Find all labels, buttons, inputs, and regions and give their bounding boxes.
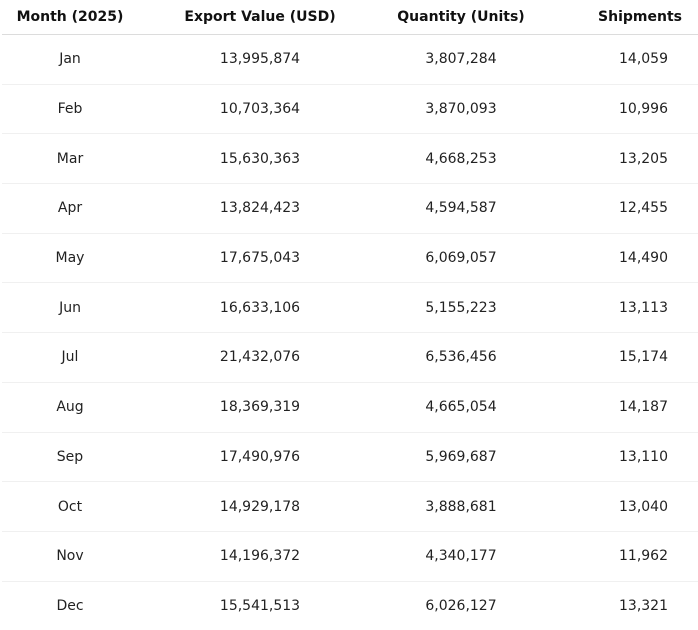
cell-quantity: 4,665,054 <box>382 382 540 432</box>
cell-shipments: 13,321 <box>540 581 698 630</box>
cell-export-value: 14,929,178 <box>138 482 382 532</box>
table-row: Oct 14,929,178 3,888,681 13,040 <box>2 482 698 532</box>
cell-month: Aug <box>2 382 138 432</box>
cell-shipments: 10,996 <box>540 84 698 134</box>
header-month: Month (2025) <box>2 0 138 35</box>
cell-quantity: 3,807,284 <box>382 35 540 85</box>
table-row: Apr 13,824,423 4,594,587 12,455 <box>2 184 698 234</box>
table-row: Jul 21,432,076 6,536,456 15,174 <box>2 333 698 383</box>
cell-month: Mar <box>2 134 138 184</box>
table-row: May 17,675,043 6,069,057 14,490 <box>2 233 698 283</box>
cell-month: Nov <box>2 531 138 581</box>
cell-shipments: 13,040 <box>540 482 698 532</box>
cell-month: Jan <box>2 35 138 85</box>
cell-export-value: 13,824,423 <box>138 184 382 234</box>
cell-month: Oct <box>2 482 138 532</box>
table-row: Jan 13,995,874 3,807,284 14,059 <box>2 35 698 85</box>
table-row: Nov 14,196,372 4,340,177 11,962 <box>2 531 698 581</box>
table-header: Month (2025) Export Value (USD) Quantity… <box>2 0 698 35</box>
cell-quantity: 6,026,127 <box>382 581 540 630</box>
table-row: Mar 15,630,363 4,668,253 13,205 <box>2 134 698 184</box>
table-row: Sep 17,490,976 5,969,687 13,110 <box>2 432 698 482</box>
cell-export-value: 13,995,874 <box>138 35 382 85</box>
cell-quantity: 6,069,057 <box>382 233 540 283</box>
header-quantity: Quantity (Units) <box>382 0 540 35</box>
table-row: Jun 16,633,106 5,155,223 13,113 <box>2 283 698 333</box>
cell-shipments: 14,490 <box>540 233 698 283</box>
cell-export-value: 21,432,076 <box>138 333 382 383</box>
cell-month: May <box>2 233 138 283</box>
cell-quantity: 3,870,093 <box>382 84 540 134</box>
table-row: Dec 15,541,513 6,026,127 13,321 <box>2 581 698 630</box>
cell-quantity: 4,668,253 <box>382 134 540 184</box>
cell-shipments: 14,187 <box>540 382 698 432</box>
header-export-value: Export Value (USD) <box>138 0 382 35</box>
cell-month: Jun <box>2 283 138 333</box>
header-row: Month (2025) Export Value (USD) Quantity… <box>2 0 698 35</box>
cell-shipments: 14,059 <box>540 35 698 85</box>
table-row: Aug 18,369,319 4,665,054 14,187 <box>2 382 698 432</box>
cell-quantity: 4,340,177 <box>382 531 540 581</box>
cell-export-value: 15,541,513 <box>138 581 382 630</box>
table-row: Feb 10,703,364 3,870,093 10,996 <box>2 84 698 134</box>
cell-quantity: 4,594,587 <box>382 184 540 234</box>
cell-export-value: 14,196,372 <box>138 531 382 581</box>
table-body: Jan 13,995,874 3,807,284 14,059 Feb 10,7… <box>2 35 698 630</box>
cell-shipments: 13,110 <box>540 432 698 482</box>
cell-quantity: 5,155,223 <box>382 283 540 333</box>
cell-shipments: 13,113 <box>540 283 698 333</box>
cell-export-value: 17,675,043 <box>138 233 382 283</box>
cell-shipments: 13,205 <box>540 134 698 184</box>
cell-quantity: 5,969,687 <box>382 432 540 482</box>
cell-shipments: 12,455 <box>540 184 698 234</box>
cell-export-value: 16,633,106 <box>138 283 382 333</box>
cell-quantity: 3,888,681 <box>382 482 540 532</box>
cell-export-value: 17,490,976 <box>138 432 382 482</box>
cell-month: Feb <box>2 84 138 134</box>
cell-shipments: 15,174 <box>540 333 698 383</box>
cell-month: Apr <box>2 184 138 234</box>
cell-shipments: 11,962 <box>540 531 698 581</box>
cell-month: Sep <box>2 432 138 482</box>
cell-month: Jul <box>2 333 138 383</box>
cell-month: Dec <box>2 581 138 630</box>
cell-export-value: 10,703,364 <box>138 84 382 134</box>
cell-export-value: 15,630,363 <box>138 134 382 184</box>
cell-export-value: 18,369,319 <box>138 382 382 432</box>
cell-quantity: 6,536,456 <box>382 333 540 383</box>
header-shipments: Shipments <box>540 0 698 35</box>
